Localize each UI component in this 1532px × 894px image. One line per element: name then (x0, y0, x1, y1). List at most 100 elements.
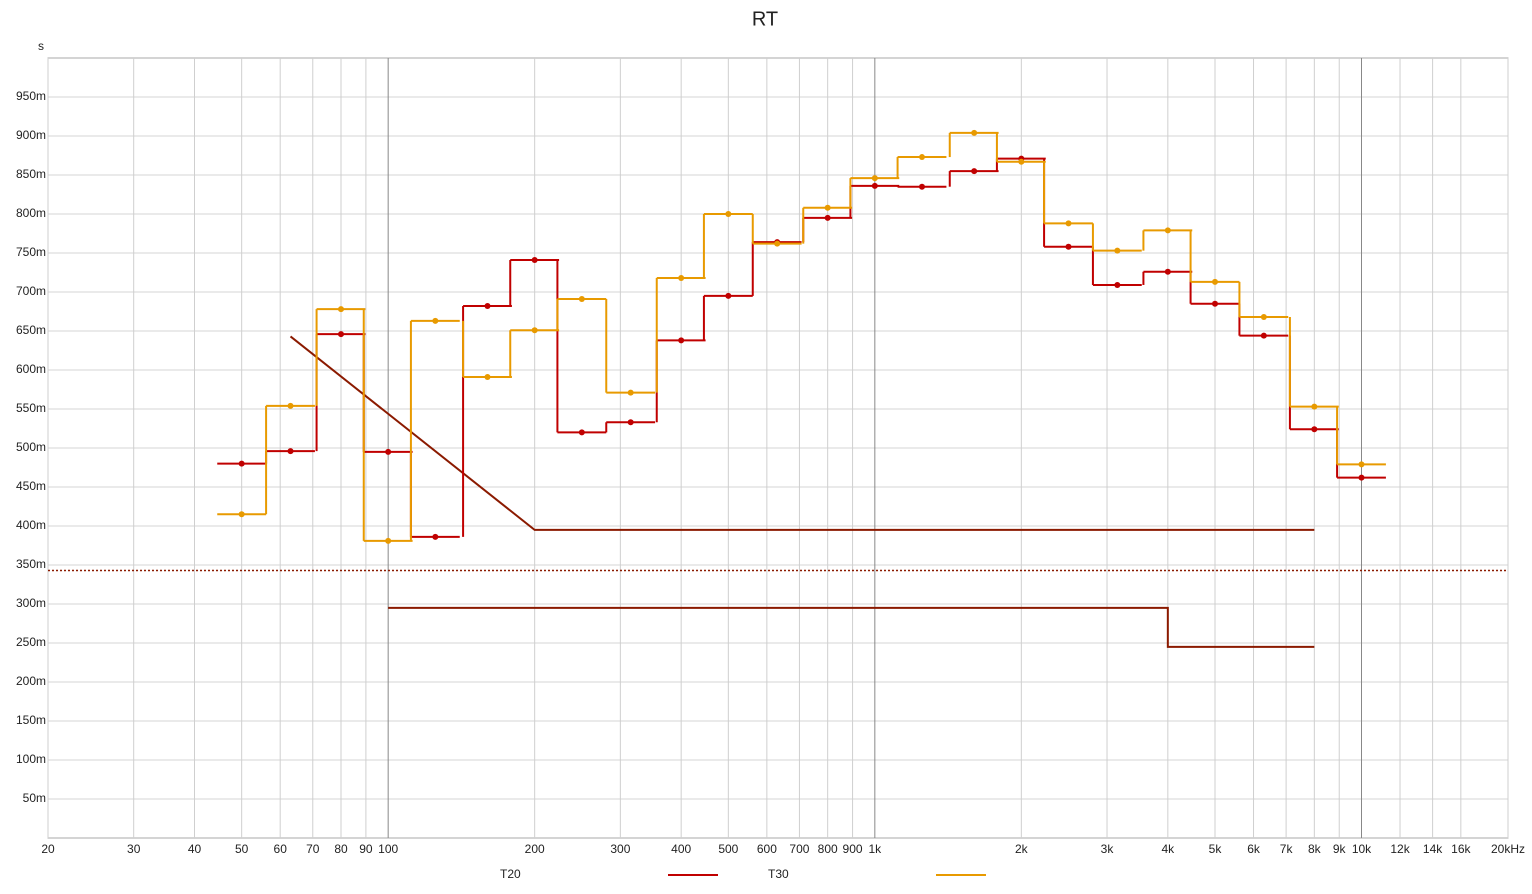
point (678, 274, 685, 281)
x-tick-label: 3k (1101, 842, 1115, 856)
point (1358, 474, 1365, 481)
x-tick-label: 200 (525, 842, 545, 856)
x-tick-label: 300 (610, 842, 630, 856)
y-tick-label: 600m (16, 362, 46, 376)
y-tick-label: 150m (16, 713, 46, 727)
x-tick-label: 7k (1280, 842, 1294, 856)
x-tick-label: 50 (235, 842, 249, 856)
x-tick-label: 5k (1209, 842, 1223, 856)
point (484, 303, 491, 310)
point (725, 292, 732, 299)
point (1114, 281, 1121, 288)
y-tick-label: 850m (16, 167, 46, 181)
point (871, 182, 878, 189)
point (432, 533, 439, 540)
x-tick-label: 12k (1390, 842, 1410, 856)
x-tick-label: 20kHz (1491, 842, 1525, 856)
legend-label: T20 (500, 867, 521, 881)
point (531, 257, 538, 264)
x-tick-label: 80 (334, 842, 348, 856)
x-tick-label: 40 (188, 842, 202, 856)
y-tick-label: 700m (16, 284, 46, 298)
point (627, 389, 634, 396)
point (287, 402, 294, 409)
x-tick-label: 30 (127, 842, 141, 856)
x-tick-label: 600 (757, 842, 777, 856)
point (432, 317, 439, 324)
x-tick-label: 20 (41, 842, 55, 856)
point (338, 331, 345, 338)
point (1311, 426, 1318, 433)
y-tick-label: 50m (23, 791, 46, 805)
point (484, 374, 491, 381)
legend-label: T30 (768, 867, 789, 881)
point (971, 168, 978, 175)
point (627, 419, 634, 426)
point (971, 129, 978, 136)
point (1211, 300, 1218, 307)
x-tick-label: 700 (789, 842, 809, 856)
x-tick-label: 70 (306, 842, 320, 856)
y-tick-label: 550m (16, 401, 46, 415)
point (385, 537, 392, 544)
y-unit: s (38, 39, 44, 53)
y-tick-label: 200m (16, 674, 46, 688)
x-tick-label: 14k (1423, 842, 1443, 856)
y-tick-label: 350m (16, 557, 46, 571)
x-tick-label: 6k (1247, 842, 1261, 856)
y-tick-label: 500m (16, 440, 46, 454)
point (578, 429, 585, 436)
point (238, 460, 245, 467)
point (338, 306, 345, 313)
y-tick-label: 650m (16, 323, 46, 337)
y-tick-label: 100m (16, 752, 46, 766)
x-tick-label: 10k (1352, 842, 1372, 856)
x-tick-label: 900 (843, 842, 863, 856)
point (1358, 461, 1365, 468)
point (1260, 313, 1267, 320)
y-tick-label: 450m (16, 479, 46, 493)
y-tick-label: 400m (16, 518, 46, 532)
x-tick-label: 500 (718, 842, 738, 856)
point (824, 204, 831, 211)
point (1164, 227, 1171, 234)
y-tick-label: 300m (16, 596, 46, 610)
point (725, 211, 732, 217)
point (578, 296, 585, 303)
point (1164, 268, 1171, 275)
x-tick-label: 90 (359, 842, 373, 856)
point (774, 240, 781, 247)
x-tick-label: 9k (1333, 842, 1347, 856)
y-tick-label: 750m (16, 245, 46, 259)
x-tick-label: 60 (274, 842, 288, 856)
point (238, 511, 245, 518)
point (871, 175, 878, 182)
y-tick-label: 800m (16, 206, 46, 220)
x-tick-label: 4k (1161, 842, 1175, 856)
x-tick-label: 16k (1451, 842, 1471, 856)
point (1065, 220, 1072, 227)
point (1211, 278, 1218, 285)
x-tick-label: 1k (868, 842, 882, 856)
x-tick-label: 100 (378, 842, 398, 856)
limit-line (388, 606, 1315, 648)
point (678, 337, 685, 344)
y-tick-label: 950m (16, 89, 46, 103)
x-tick-label: 400 (671, 842, 691, 856)
x-tick-label: 2k (1015, 842, 1029, 856)
limit-line (289, 335, 1315, 531)
point (287, 448, 294, 455)
point (1311, 403, 1318, 410)
point (918, 154, 925, 161)
y-tick-label: 900m (16, 128, 46, 142)
point (1260, 332, 1267, 339)
y-tick-label: 250m (16, 635, 46, 649)
point (1114, 247, 1121, 254)
point (824, 214, 831, 221)
point (1065, 243, 1072, 250)
point (385, 448, 392, 455)
point (918, 183, 925, 190)
point (531, 327, 538, 334)
x-tick-label: 8k (1308, 842, 1322, 856)
